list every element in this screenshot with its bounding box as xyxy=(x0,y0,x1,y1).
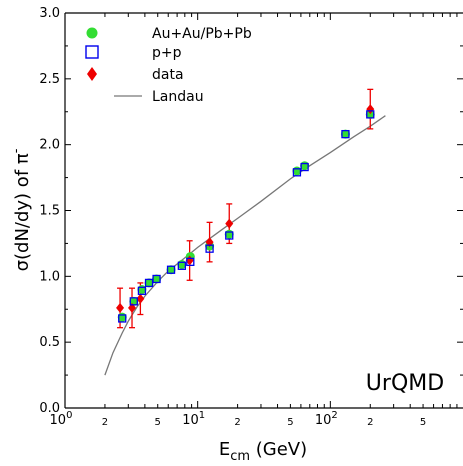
legend-pp-marker xyxy=(85,45,99,59)
y-tick-label: 1.0 xyxy=(39,269,60,284)
data-point xyxy=(136,293,145,304)
y-tick-label: 2.0 xyxy=(39,138,60,153)
x-tick-label: 100 xyxy=(50,410,73,428)
y-tick-label: 0.5 xyxy=(39,335,60,350)
x-minor-tick-label: 5 xyxy=(155,417,161,428)
x-minor-tick-label: 2 xyxy=(234,417,240,428)
pp-point xyxy=(186,257,195,267)
x-minor-tick-label: 5 xyxy=(420,417,426,428)
pp-point xyxy=(166,265,176,274)
legend-label: data xyxy=(152,67,184,83)
x-axis-title-sub: cm xyxy=(230,449,250,464)
auau-point xyxy=(166,265,176,275)
auau-point xyxy=(144,278,154,288)
legend-label: Au+Au/Pb+Pb xyxy=(152,26,252,42)
x-axis-title: Ecm (GeV) xyxy=(219,439,307,464)
auau-point xyxy=(340,129,350,139)
y-tick-label: 3.0 xyxy=(39,6,60,21)
pp-point xyxy=(129,297,138,306)
x-tick-base: 10 xyxy=(50,413,67,428)
legend-label: p+p xyxy=(152,45,182,61)
legend-data-marker xyxy=(87,67,97,81)
x-minor-tick-label: 2 xyxy=(367,417,373,428)
pp-point xyxy=(118,314,127,323)
marker-layer xyxy=(116,104,375,323)
x-minor-tick-label: 2 xyxy=(102,417,108,428)
x-axis-title-main: E xyxy=(219,439,230,460)
x-tick-base: 10 xyxy=(315,413,332,428)
landau-curve xyxy=(104,115,386,376)
auau-point xyxy=(152,274,162,284)
x-tick-base: 10 xyxy=(182,413,199,428)
pp-point xyxy=(177,261,187,270)
pp-point xyxy=(205,244,214,253)
y-tick-label: 0.0 xyxy=(39,401,60,416)
x-axis-title-unit: (GeV) xyxy=(250,439,307,460)
urqmd-annotation: UrQMD xyxy=(366,371,444,396)
x-tick-exponent: 2 xyxy=(331,410,337,421)
pp-point xyxy=(225,231,234,240)
x-minor-tick-label: 5 xyxy=(287,417,293,428)
data-point xyxy=(366,104,375,115)
pp-point xyxy=(292,168,302,177)
x-tick-label: 101 xyxy=(182,410,205,428)
pp-point xyxy=(366,110,375,119)
curve-layer xyxy=(104,115,386,376)
x-tick-exponent: 1 xyxy=(199,410,205,421)
y-axis-title-main: σ(dN/dy) of π xyxy=(12,153,33,271)
legend-auau-marker xyxy=(86,27,98,39)
y-tick-label: 2.5 xyxy=(39,72,60,87)
legend-label: Landau xyxy=(152,89,204,105)
pp-point xyxy=(300,162,309,172)
pp-point xyxy=(152,274,161,284)
x-tick-exponent: 0 xyxy=(66,410,72,421)
pp-point xyxy=(341,129,350,139)
data-point xyxy=(116,302,125,313)
y-axis-title: σ(dN/dy) of π- xyxy=(9,148,33,271)
y-tick-label: 1.5 xyxy=(39,204,60,219)
data-point xyxy=(185,255,194,266)
legend: Au+Au/Pb+Pb p+p data Landau xyxy=(85,26,252,105)
auau-point xyxy=(365,109,375,119)
y-axis-title-sup: - xyxy=(9,148,24,153)
pp-point xyxy=(137,286,147,295)
x-tick-label: 102 xyxy=(315,410,338,428)
error-bar-layer xyxy=(117,88,374,329)
data-point xyxy=(225,218,234,229)
